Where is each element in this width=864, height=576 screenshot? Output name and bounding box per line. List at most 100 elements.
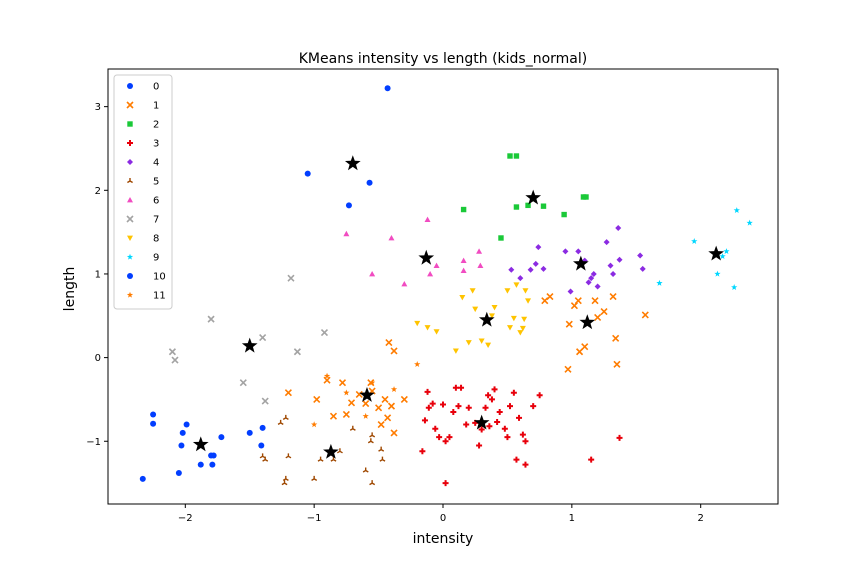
data-point: [259, 453, 266, 459]
data-point: [317, 456, 324, 462]
data-point: [385, 338, 393, 347]
data-point: [432, 425, 439, 432]
data-point: [168, 348, 176, 356]
data-point: [362, 467, 369, 473]
data-point: [513, 204, 520, 210]
data-point: [369, 270, 376, 277]
data-point: [508, 266, 515, 273]
plot-frame: [107, 68, 779, 505]
data-point: [478, 338, 485, 344]
data-point: [336, 448, 343, 454]
data-point: [504, 288, 511, 294]
legend-box: [113, 74, 173, 310]
data-point: [519, 431, 526, 438]
data-point: [522, 461, 529, 468]
data-point: [615, 224, 622, 231]
x-tick-label: 1: [569, 513, 575, 524]
data-point: [424, 216, 431, 222]
centroid-marker: [241, 337, 258, 353]
data-point: [656, 279, 663, 286]
data-point: [469, 288, 476, 294]
data-point: [401, 280, 408, 287]
data-point: [485, 392, 492, 399]
data-point: [521, 316, 528, 323]
data-point: [535, 244, 542, 251]
legend-marker: [127, 159, 133, 165]
data-point: [498, 235, 504, 241]
centroid-marker: [708, 245, 724, 261]
data-point: [575, 248, 582, 255]
legend-marker: [127, 121, 133, 127]
centroid-marker: [418, 249, 435, 265]
data-point: [516, 414, 523, 421]
data-point: [612, 334, 620, 342]
data-point: [433, 329, 440, 335]
legend-marker: [127, 273, 133, 279]
data-point: [613, 360, 621, 368]
centroid-marker: [323, 443, 339, 459]
data-point: [436, 434, 443, 441]
legend-marker: [127, 140, 133, 146]
data-point: [540, 203, 547, 209]
legend-label: 10: [153, 272, 166, 283]
legend-item: 5: [127, 177, 159, 188]
data-point: [379, 456, 386, 462]
data-point: [691, 238, 698, 244]
data-point: [525, 298, 532, 304]
plot-area: [139, 85, 753, 487]
x-tick-label: 0: [440, 513, 446, 524]
data-point: [429, 400, 436, 407]
legend-item: 11: [126, 291, 166, 302]
series-5: [259, 414, 386, 486]
data-point: [478, 426, 485, 433]
data-point: [390, 386, 398, 393]
data-point: [218, 434, 225, 441]
data-point: [507, 403, 513, 410]
data-point: [210, 452, 217, 459]
data-point: [588, 456, 595, 463]
data-point: [460, 206, 467, 213]
data-point: [517, 330, 524, 336]
data-point: [329, 412, 338, 420]
legend-label: 6: [153, 196, 159, 207]
data-point: [345, 202, 352, 209]
data-point: [585, 279, 592, 286]
data-point: [287, 274, 295, 282]
data-point: [452, 348, 459, 354]
legend-label: 4: [153, 158, 159, 169]
data-point: [390, 429, 398, 437]
data-point: [517, 275, 524, 282]
legend-marker: [126, 101, 134, 109]
data-point: [347, 399, 356, 407]
data-point: [463, 421, 470, 428]
data-point: [424, 388, 431, 395]
data-point: [580, 194, 587, 200]
centroid-marker: [192, 436, 209, 452]
data-point: [343, 389, 350, 396]
data-point: [446, 434, 453, 441]
data-point: [258, 442, 265, 449]
data-point: [731, 284, 738, 291]
y-tick-label: 2: [95, 186, 101, 197]
legend-marker: [126, 291, 134, 298]
data-point: [381, 395, 389, 403]
data-point: [369, 379, 376, 386]
data-point: [150, 420, 157, 427]
legend-label: 0: [153, 82, 159, 93]
data-point: [320, 328, 329, 337]
data-point: [179, 429, 186, 436]
data-point: [311, 475, 318, 482]
data-point: [510, 315, 517, 322]
data-point: [377, 420, 385, 429]
legend-item: 0: [127, 82, 159, 93]
data-point: [501, 425, 508, 432]
data-point: [570, 302, 578, 310]
y-axis-ticks: −1 0 1 2 3: [86, 102, 108, 448]
legend-label: 3: [153, 139, 159, 150]
y-tick-label: 1: [95, 269, 101, 280]
series-10: [175, 170, 373, 477]
data-point: [259, 333, 267, 342]
data-point: [338, 379, 347, 387]
data-point: [378, 446, 385, 452]
